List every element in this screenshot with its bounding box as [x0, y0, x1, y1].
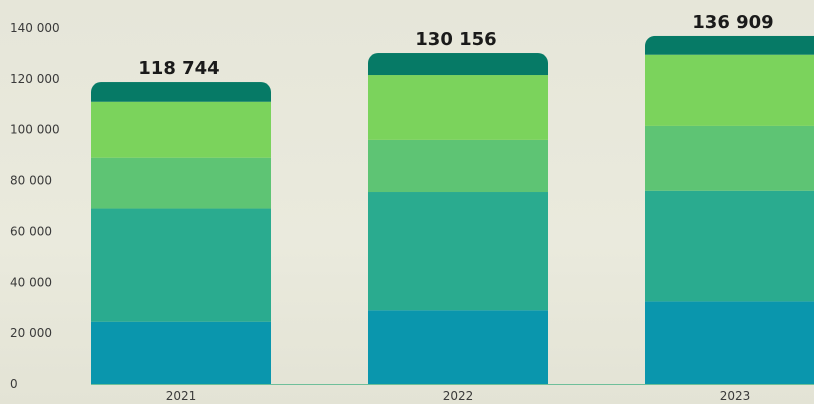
bar-segment	[91, 208, 271, 322]
bar-total-label: 136 909	[692, 12, 773, 33]
bar-segment	[645, 35, 814, 55]
bar-segment	[368, 53, 548, 76]
bar-segment	[368, 139, 548, 193]
bar-segment	[645, 301, 814, 384]
total-labels: 118 744 130 156 136 909	[138, 12, 773, 79]
bar-segment	[368, 192, 548, 311]
y-tick-label: 40 000	[10, 275, 52, 289]
y-tick-label: 100 000	[10, 123, 60, 137]
bar-total-label: 130 156	[415, 29, 496, 50]
bar-2022	[368, 53, 548, 384]
bar-2021	[91, 82, 271, 384]
bars	[91, 35, 814, 384]
bar-segment	[645, 54, 814, 126]
x-tick-label: 2022	[443, 389, 474, 403]
y-tick-label: 80 000	[10, 174, 52, 188]
bar-segment	[91, 82, 271, 102]
bar-segment	[91, 101, 271, 158]
x-tick-label: 2023	[720, 389, 751, 403]
bar-total-label: 118 744	[138, 58, 219, 79]
bar-2023	[645, 35, 814, 384]
x-axis-labels: 2021 2022 2023	[166, 389, 751, 403]
y-tick-label: 140 000	[10, 21, 60, 35]
bar-segment	[91, 157, 271, 209]
x-tick-label: 2021	[166, 389, 197, 403]
y-tick-label: 0	[10, 377, 18, 391]
y-tick-label: 120 000	[10, 72, 60, 86]
bar-segment	[368, 75, 548, 140]
bar-segment	[91, 321, 271, 384]
bar-segment	[645, 125, 814, 191]
y-axis-labels: 0 20 000 40 000 60 000 80 000 100 000 120 000 1…	[10, 21, 60, 391]
bar-segment	[368, 310, 548, 384]
y-tick-label: 60 000	[10, 224, 52, 238]
y-tick-label: 20 000	[10, 326, 52, 340]
bar-segment	[645, 190, 814, 302]
